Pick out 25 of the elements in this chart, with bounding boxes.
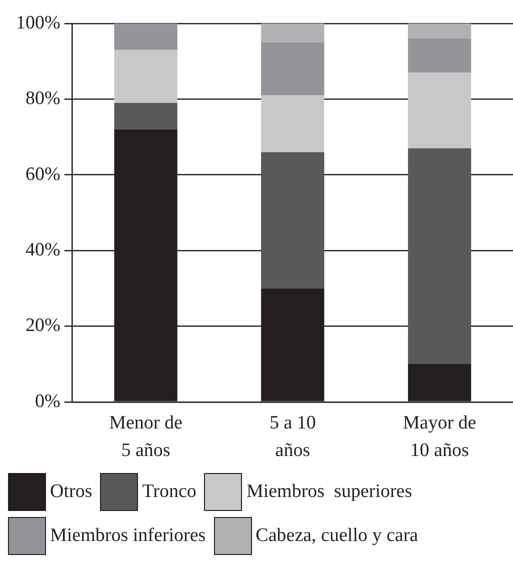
bar bbox=[408, 148, 472, 364]
y-tick-label: 40% bbox=[26, 239, 60, 260]
bar bbox=[114, 102, 178, 130]
x-tick-label: Menor de 5 años bbox=[109, 412, 182, 462]
y-tick-label: 20% bbox=[26, 315, 60, 336]
legend-label: Miembros superiores bbox=[246, 481, 412, 503]
bar bbox=[114, 50, 178, 103]
y-tick-label: 100% bbox=[16, 12, 60, 34]
bar bbox=[408, 72, 472, 148]
bar bbox=[408, 38, 472, 73]
y-tick-label: 0% bbox=[35, 390, 60, 412]
x-tick-label: Mayor de 10 años bbox=[402, 412, 476, 462]
bar bbox=[261, 42, 324, 96]
legend-label: Miembros inferiores bbox=[50, 525, 206, 547]
bar bbox=[114, 23, 178, 50]
bar bbox=[261, 152, 324, 288]
legend-label: Tronco bbox=[142, 481, 196, 503]
legend-label: Cabeza, cuello y cara bbox=[256, 525, 418, 547]
bar bbox=[261, 95, 324, 152]
legend-label: Otros bbox=[50, 481, 92, 503]
bar bbox=[261, 23, 324, 42]
x-tick-label: 5 a 10 años bbox=[269, 412, 316, 462]
y-tick-label: 60% bbox=[26, 164, 60, 185]
bar bbox=[408, 23, 472, 39]
y-tick-label: 80% bbox=[26, 88, 60, 110]
